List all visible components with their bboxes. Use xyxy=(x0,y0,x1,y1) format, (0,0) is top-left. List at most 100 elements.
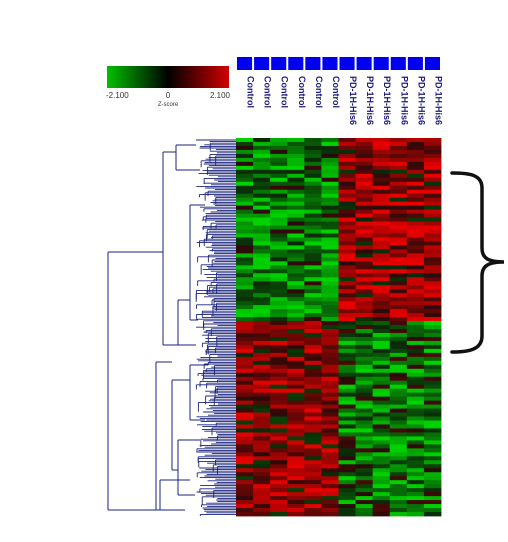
heatmap-cell xyxy=(321,193,339,199)
heatmap-cell xyxy=(270,285,288,290)
heatmap-cell xyxy=(236,416,254,421)
heatmap-cell xyxy=(321,153,339,159)
heatmap-cell xyxy=(287,508,305,513)
heatmap-cell xyxy=(321,321,339,326)
heatmap-cell xyxy=(389,336,408,342)
heatmap-cell xyxy=(270,496,288,501)
heatmap-cell xyxy=(287,448,305,453)
heatmap-cell xyxy=(236,313,254,318)
heatmap-cell xyxy=(372,273,391,278)
heatmap-cell xyxy=(270,460,288,465)
heatmap-cell xyxy=(423,277,442,282)
heatmap-cell xyxy=(270,297,288,302)
heatmap-cell xyxy=(270,400,288,405)
column-labels: Control Control Control Control Control Contr… xyxy=(246,76,444,125)
heatmap-cell xyxy=(372,488,391,493)
heatmap-cell xyxy=(406,253,425,258)
heatmap-cell xyxy=(355,141,374,147)
heatmap-cell xyxy=(287,221,305,226)
heatmap-cell xyxy=(287,488,305,493)
heatmap-cell xyxy=(287,396,305,402)
heatmap-cell xyxy=(321,336,339,342)
heatmap-cell xyxy=(338,197,356,203)
heatmap-cell xyxy=(355,201,374,207)
heatmap-cell xyxy=(253,149,271,155)
heatmap-cell xyxy=(406,452,425,457)
heatmap-cell xyxy=(389,484,408,489)
heatmap-cell xyxy=(321,301,339,306)
heatmap-cell xyxy=(270,169,288,175)
heatmap-cell xyxy=(287,432,305,437)
heatmap-cell xyxy=(372,181,391,187)
heatmap-cell xyxy=(321,468,339,473)
heatmap-cell xyxy=(304,380,322,386)
heatmap-cell xyxy=(253,257,271,262)
heatmap-cell xyxy=(423,313,442,318)
heatmap-cell xyxy=(389,285,408,290)
heatmap-cell xyxy=(389,157,408,163)
heatmap-cell xyxy=(338,380,356,386)
heatmap-cell xyxy=(253,269,271,274)
heatmap-cell xyxy=(338,249,356,254)
heatmap-cell xyxy=(406,281,425,286)
heatmap-cell xyxy=(389,508,408,513)
heatmap-cell xyxy=(338,512,356,517)
heatmap-cell xyxy=(406,325,425,330)
heatmap-cell xyxy=(287,217,305,222)
heatmap-cell xyxy=(236,273,254,278)
heatmap-cell xyxy=(372,145,391,151)
heatmap-cell xyxy=(287,138,305,143)
heatmap-cell xyxy=(236,428,254,433)
heatmap-cell xyxy=(389,384,408,390)
heatmap-cell xyxy=(270,225,288,230)
heatmap-cell xyxy=(304,305,322,310)
heatmap-cell xyxy=(338,352,356,358)
heatmap-cell xyxy=(270,332,288,338)
heatmap-cell xyxy=(372,317,391,322)
heatmap-cell xyxy=(372,325,391,330)
heatmap-cell xyxy=(321,317,339,322)
heatmap-cell xyxy=(423,169,442,175)
heatmap-cell xyxy=(355,277,374,282)
heatmap-cell xyxy=(406,149,425,155)
heatmap-cell xyxy=(304,153,322,159)
heatmap-cell xyxy=(338,396,356,402)
heatmap-cell xyxy=(338,165,356,171)
heatmap-cell xyxy=(389,360,408,366)
heatmap-cell xyxy=(236,400,254,405)
heatmap-cell xyxy=(355,193,374,199)
heatmap-cell xyxy=(338,492,356,497)
heatmap-cell xyxy=(338,237,356,242)
heatmap-cell xyxy=(321,313,339,318)
heatmap-cell xyxy=(253,508,271,513)
heatmap-cell xyxy=(304,265,322,270)
column-group-cell xyxy=(390,57,406,70)
heatmap-cell xyxy=(372,364,391,370)
heatmap-cell xyxy=(372,436,391,441)
heatmap-cell xyxy=(389,328,408,334)
heatmap-cell xyxy=(287,157,305,163)
heatmap-cell xyxy=(304,416,322,421)
heatmap-cell xyxy=(423,193,442,199)
heatmap-cell xyxy=(355,305,374,310)
heatmap-cell xyxy=(338,205,356,211)
heatmap-cell xyxy=(423,325,442,330)
heatmap-cell xyxy=(270,233,288,238)
heatmap-cell xyxy=(253,205,271,211)
heatmap-cell xyxy=(253,376,271,382)
heatmap-cell xyxy=(321,289,339,294)
heatmap-cell xyxy=(406,297,425,302)
heatmap-cell xyxy=(406,237,425,242)
heatmap-cell xyxy=(236,181,254,187)
heatmap-cell xyxy=(372,193,391,199)
heatmap-cell xyxy=(270,344,288,350)
heatmap-cell xyxy=(423,468,442,473)
heatmap-cell xyxy=(321,420,339,425)
heatmap-cell xyxy=(355,504,374,509)
heatmap-cell xyxy=(253,138,271,143)
heatmap-cell xyxy=(372,464,391,469)
heatmap-cell xyxy=(355,392,374,398)
heatmap-cell xyxy=(321,496,339,501)
heatmap-cell xyxy=(338,193,356,199)
heatmap-cell xyxy=(236,388,254,394)
